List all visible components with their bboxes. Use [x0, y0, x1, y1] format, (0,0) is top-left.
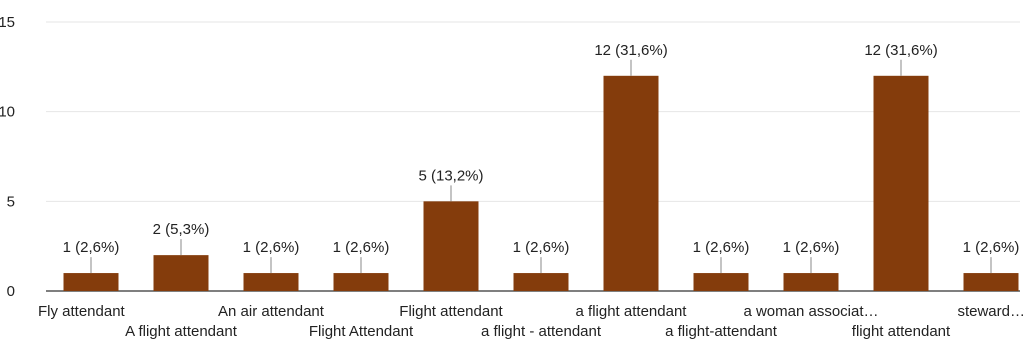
data-label: 1 (2,6%)	[333, 239, 390, 256]
bar[interactable]	[153, 255, 209, 291]
bar[interactable]	[603, 75, 659, 291]
data-labels: 1 (2,6%) 2 (5,3%) 1 (2,6%) 1 (2,6%) 5 (13,2%…	[63, 42, 1020, 274]
bar[interactable]	[333, 273, 389, 291]
bars	[63, 75, 1019, 291]
data-label: 1 (2,6%)	[963, 239, 1020, 256]
bar[interactable]	[243, 273, 299, 291]
x-category-label: a flight attendant	[576, 303, 688, 320]
x-category-label: Flight Attendant	[309, 323, 414, 340]
data-label: 12 (31,6%)	[864, 42, 937, 59]
y-tick-label: 15	[0, 14, 15, 31]
x-category-label: Fly attendant	[38, 303, 126, 320]
x-axis-categories: Fly attendant A flight attendant An air at…	[38, 303, 1025, 340]
bar[interactable]	[693, 273, 749, 291]
x-category-label: steward…	[957, 303, 1025, 320]
data-label: 1 (2,6%)	[243, 239, 300, 256]
x-category-label: a flight - attendant	[481, 323, 602, 340]
bar[interactable]	[963, 273, 1019, 291]
data-label: 12 (31,6%)	[594, 42, 667, 59]
data-label: 1 (2,6%)	[63, 239, 120, 256]
bar[interactable]	[423, 201, 479, 291]
x-category-label: An air attendant	[218, 303, 325, 320]
data-label: 1 (2,6%)	[513, 239, 570, 256]
x-category-label: Flight attendant	[399, 303, 503, 320]
bar[interactable]	[63, 273, 119, 291]
bar[interactable]	[513, 273, 569, 291]
data-label: 1 (2,6%)	[783, 239, 840, 256]
bar[interactable]	[873, 75, 929, 291]
y-tick-label: 10	[0, 104, 15, 121]
data-label: 2 (5,3%)	[153, 221, 210, 238]
y-axis-ticks: 0 5 10 15	[0, 14, 15, 300]
data-label: 1 (2,6%)	[693, 239, 750, 256]
y-tick-label: 0	[7, 283, 15, 300]
y-tick-label: 5	[7, 193, 15, 210]
x-category-label: a flight-attendant	[665, 323, 778, 340]
data-label: 5 (13,2%)	[418, 167, 483, 184]
x-category-label: flight attendant	[852, 323, 951, 340]
x-category-label: a woman associat…	[743, 303, 878, 320]
x-category-label: A flight attendant	[125, 323, 238, 340]
bar[interactable]	[783, 273, 839, 291]
